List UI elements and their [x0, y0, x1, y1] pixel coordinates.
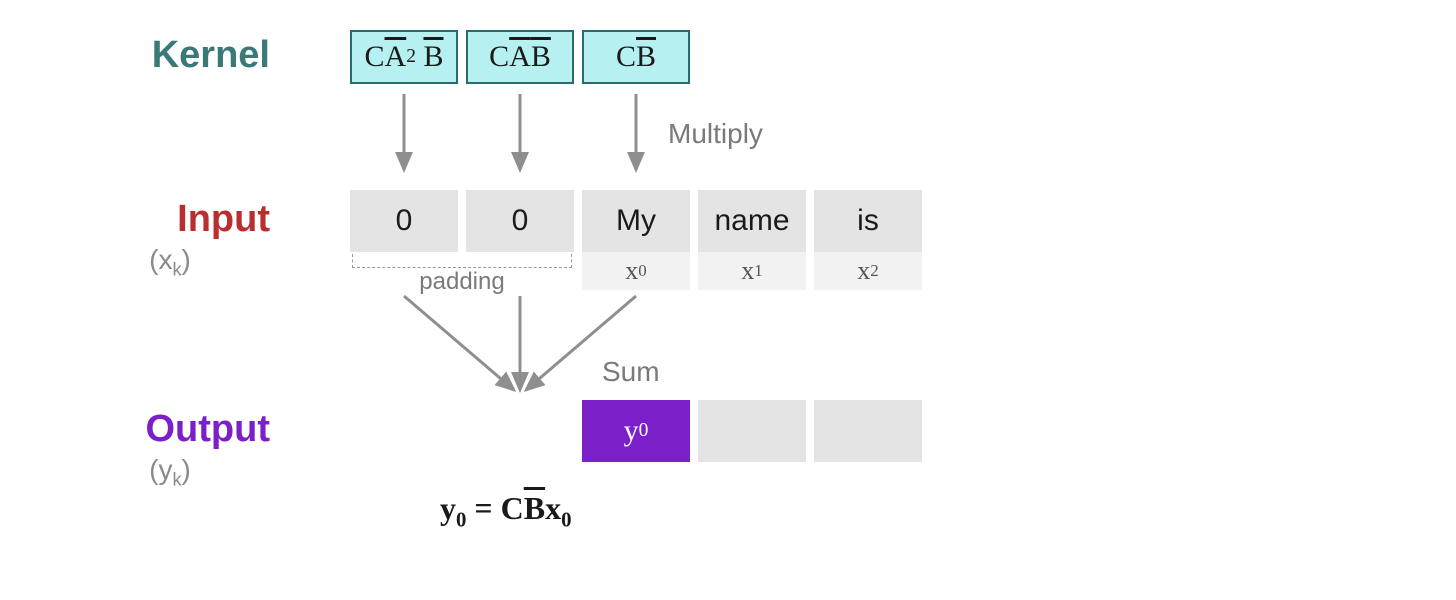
- arrows-svg: [0, 0, 1456, 600]
- output-row-sublabel: (yk): [70, 454, 270, 491]
- output-box-1: [698, 400, 806, 462]
- input-row-label: Input: [70, 198, 270, 241]
- output-formula: y0 = CBx0: [440, 490, 572, 532]
- input-box-2: My: [582, 190, 690, 252]
- padding-bracket: [352, 254, 572, 268]
- input-box-3: name: [698, 190, 806, 252]
- multiply-label: Multiply: [668, 118, 763, 150]
- convolution-diagram: Kernel Input (xk) Output (yk) CA2 BCABCB…: [0, 0, 1456, 600]
- padding-label: padding: [352, 268, 572, 296]
- kernel-box-1: CAB: [466, 30, 574, 84]
- input-sub-4: x2: [814, 252, 922, 290]
- output-box-2: [814, 400, 922, 462]
- input-box-4: is: [814, 190, 922, 252]
- kernel-box-2: CB: [582, 30, 690, 84]
- input-sub-3: x1: [698, 252, 806, 290]
- kernel-box-0: CA2 B: [350, 30, 458, 84]
- input-sub-2: x0: [582, 252, 690, 290]
- kernel-row-label: Kernel: [70, 34, 270, 77]
- output-box-0: y0: [582, 400, 690, 462]
- input-box-0: 0: [350, 190, 458, 252]
- input-box-1: 0: [466, 190, 574, 252]
- sum-label: Sum: [602, 356, 660, 388]
- input-row-sublabel: (xk): [70, 244, 270, 281]
- output-row-label: Output: [70, 408, 270, 451]
